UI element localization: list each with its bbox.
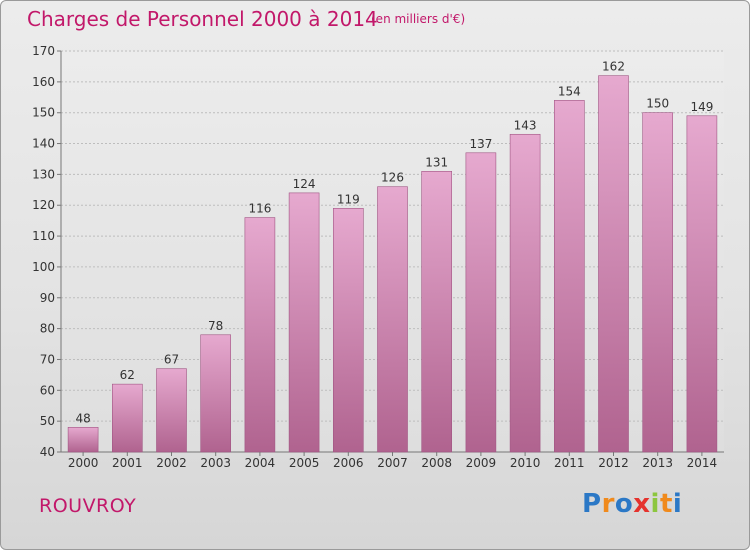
bar[interactable] (686, 115, 718, 453)
bar[interactable] (67, 427, 99, 453)
x-tick-label: 2005 (289, 456, 320, 470)
x-tick-label: 2012 (598, 456, 629, 470)
x-tick-label: 2006 (333, 456, 364, 470)
x-tick-label: 2007 (377, 456, 408, 470)
bar[interactable] (332, 208, 364, 453)
bar[interactable] (244, 217, 276, 453)
y-tick-label: 150 (32, 106, 55, 120)
bar-value-label: 150 (646, 97, 669, 111)
bar-value-label: 154 (558, 84, 581, 98)
y-tick-label: 110 (32, 229, 55, 243)
x-tick-label: 2011 (554, 456, 585, 470)
x-tick-label: 2013 (642, 456, 673, 470)
y-tick-label: 140 (32, 137, 55, 151)
bar-value-label: 124 (293, 177, 316, 191)
x-tick-label: 2001 (112, 456, 143, 470)
y-tick-label: 130 (32, 167, 55, 181)
x-tick-label: 2000 (68, 456, 99, 470)
logo-letter: o (614, 489, 634, 519)
logo-letter: x (633, 489, 651, 519)
logo-letter: t (659, 489, 673, 519)
bar-value-label: 116 (248, 202, 271, 216)
x-tick-label: 2009 (466, 456, 497, 470)
bar-value-label: 137 (469, 137, 492, 151)
bar-value-label: 119 (337, 192, 360, 206)
bar-value-label: 131 (425, 155, 448, 169)
bar-value-label: 162 (602, 60, 625, 74)
bar-value-label: 62 (120, 368, 135, 382)
y-tick-label: 160 (32, 75, 55, 89)
x-tick-label: 2004 (245, 456, 276, 470)
town-name: ROUVROY (39, 495, 137, 517)
bar[interactable] (642, 112, 674, 453)
bar[interactable] (200, 334, 231, 453)
bar[interactable] (377, 186, 408, 453)
y-tick-label: 40 (40, 445, 55, 459)
logo-letter: i (672, 489, 683, 519)
logo-letter: r (601, 489, 615, 519)
bar-value-label: 48 (75, 411, 90, 425)
y-tick-label: 170 (32, 44, 55, 58)
chart-title: Charges de Personnel 2000 à 2014 (27, 7, 378, 31)
chart-subtitle: (en milliers d'€) (371, 12, 466, 26)
bar-value-label: 78 (208, 319, 223, 333)
bar-value-label: 143 (514, 118, 537, 132)
bar[interactable] (509, 133, 541, 453)
y-tick-label: 50 (40, 414, 55, 428)
bar[interactable] (112, 383, 143, 453)
y-tick-label: 100 (32, 260, 55, 274)
y-tick-label: 120 (32, 198, 55, 212)
y-tick-label: 70 (40, 352, 55, 366)
bar[interactable] (156, 368, 187, 453)
x-tick-label: 2002 (156, 456, 187, 470)
x-tick-label: 2003 (200, 456, 231, 470)
bar[interactable] (598, 75, 629, 453)
bar[interactable] (288, 192, 320, 453)
x-tick-label: 2010 (510, 456, 541, 470)
logo-letter: P (582, 489, 602, 519)
y-tick-label: 90 (40, 291, 55, 305)
logo-letter: i (650, 489, 660, 519)
x-tick-label: 2014 (687, 456, 718, 470)
bar-value-label: 149 (690, 100, 713, 114)
bar[interactable] (421, 171, 453, 453)
y-tick-label: 60 (40, 383, 55, 397)
bar-value-label: 67 (164, 353, 179, 367)
bar-value-label: 126 (381, 171, 404, 185)
bar[interactable] (553, 100, 585, 453)
x-tick-label: 2008 (421, 456, 452, 470)
y-tick-label: 80 (40, 322, 55, 336)
bar[interactable] (465, 152, 497, 453)
proxiti-logo[interactable]: Proxiti (582, 489, 682, 519)
